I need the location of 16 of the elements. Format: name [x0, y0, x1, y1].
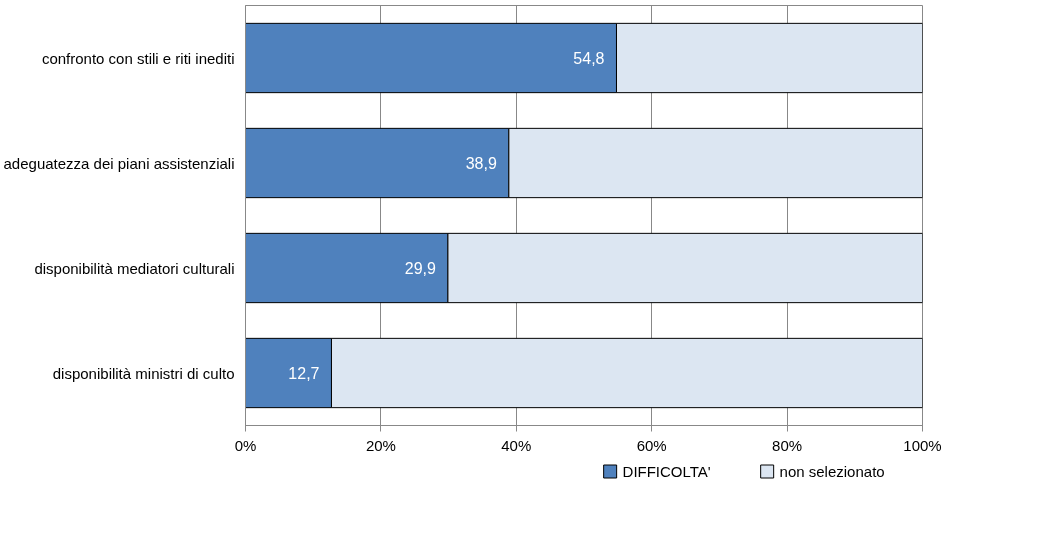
y-tick-label: disponibilità mediatori culturali — [34, 259, 235, 277]
x-tick-label: 0% — [234, 436, 257, 454]
data-label: 38,9 — [465, 155, 497, 172]
data-label: 12,7 — [288, 365, 320, 382]
y-tick-label: adeguatezza dei piani assistenziali — [3, 154, 235, 172]
x-tick-label: 60% — [636, 436, 667, 454]
y-tick-label: disponibilità ministri di culto — [52, 364, 235, 382]
data-label: 54,8 — [573, 50, 605, 67]
x-tick-label: 80% — [772, 436, 803, 454]
x-tick-label: 20% — [365, 436, 396, 454]
legend-label: DIFFICOLTA' — [622, 463, 711, 480]
y-tick-label: confronto con stili e riti inediti — [41, 49, 235, 67]
data-label: 29,9 — [404, 260, 437, 277]
x-tick-label: 100% — [903, 436, 942, 454]
x-tick-label: 40% — [501, 436, 532, 454]
legend-label: non selezionato — [779, 463, 885, 480]
